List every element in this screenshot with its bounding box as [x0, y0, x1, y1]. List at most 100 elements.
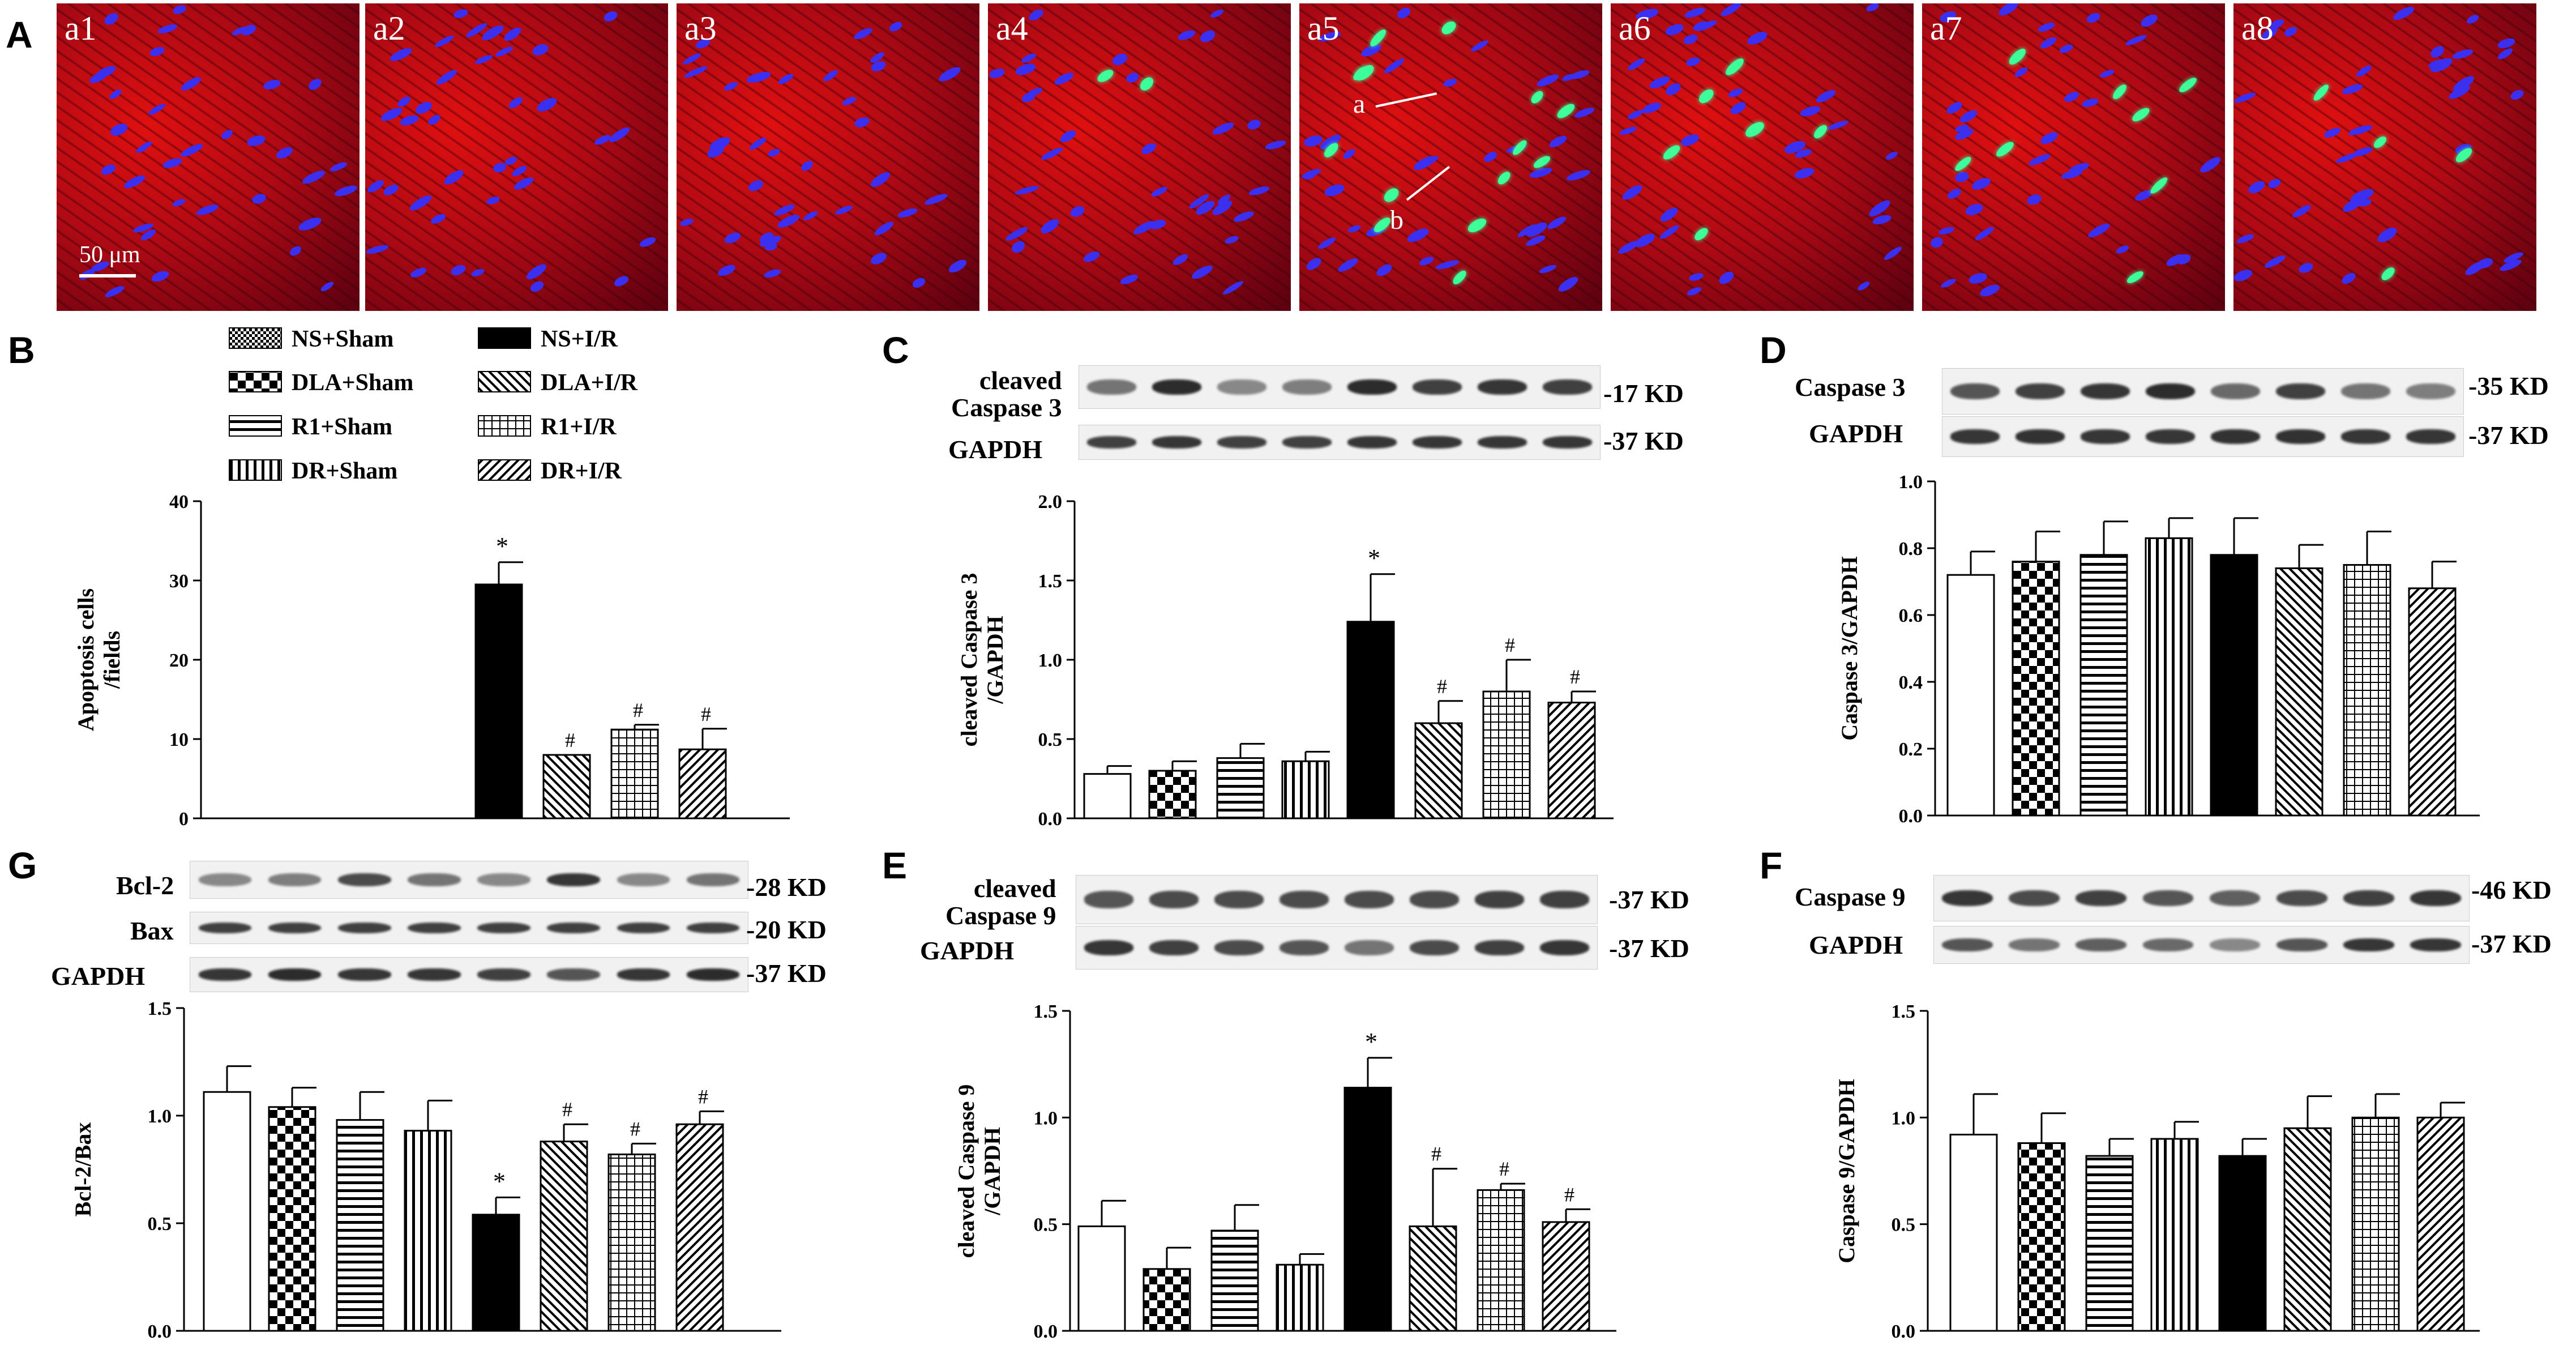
y-tick-label: 1.0 — [1892, 1108, 1916, 1129]
significance-mark: # — [1505, 634, 1515, 656]
blot-band — [1542, 436, 1593, 449]
blot-band — [1474, 891, 1525, 908]
blot-band — [2406, 429, 2456, 444]
blot-band — [2015, 429, 2065, 444]
blot-band — [617, 873, 670, 887]
micrograph-a2: a2 — [365, 3, 668, 311]
blot-band — [2145, 383, 2196, 400]
blot-strip — [1076, 926, 1598, 970]
blot-band — [617, 968, 670, 981]
bar — [1477, 1189, 1525, 1332]
y-tick-label: 1.5 — [1034, 1001, 1058, 1022]
micrograph-a7: a7 — [1922, 3, 2225, 311]
significance-mark: # — [1431, 1143, 1441, 1165]
blot-strip — [1079, 365, 1601, 409]
scale-bar — [79, 274, 136, 277]
panel-label-a: A — [6, 14, 33, 55]
bar — [2012, 561, 2060, 817]
y-axis-label: cleaved Caspase 9/GAPDH — [953, 1084, 1005, 1258]
molecular-weight-label: -37 KD — [1609, 885, 1689, 914]
legend-swatch — [478, 327, 531, 349]
y-tick-label: 0.5 — [1892, 1215, 1916, 1236]
blot-band — [1152, 379, 1202, 395]
blot-band — [2209, 938, 2261, 952]
legend-entry: DLA+Sham — [292, 370, 414, 396]
y-tick-label: 0.4 — [1899, 672, 1923, 693]
micrograph-background — [1611, 3, 1914, 311]
blot-strip — [1933, 926, 2470, 964]
blot-band — [2210, 383, 2261, 400]
micrograph-a6: a6 — [1611, 3, 1914, 311]
bar — [1148, 770, 1197, 819]
legend-swatch — [478, 415, 531, 437]
blot-band — [268, 873, 322, 887]
blot-band — [1347, 436, 1397, 449]
bar — [2210, 554, 2258, 817]
y-tick-label: 10 — [169, 729, 189, 750]
blot-band — [1282, 379, 1332, 395]
micrograph-label: a1 — [65, 10, 97, 47]
bar — [1083, 773, 1132, 819]
significance-mark: * — [1368, 544, 1380, 572]
blot-label: Caspase 3 — [1795, 373, 1906, 402]
panel-label-c: C — [882, 329, 909, 371]
blot-band — [2142, 938, 2194, 952]
significance-mark: # — [633, 699, 643, 721]
blot-label: Bcl-2 — [116, 871, 174, 900]
bar — [607, 1153, 656, 1332]
blot-band — [2276, 938, 2327, 952]
molecular-weight-label: -17 KD — [1603, 379, 1684, 408]
chart-D: 0.0 0.2 0.4 0.6 0.8 1.0 Caspase 3/GAPDH — [1837, 472, 2480, 827]
y-tick-label: 1.5 — [1038, 571, 1063, 592]
micrograph-label: a5 — [1307, 10, 1340, 47]
significance-mark: # — [1570, 665, 1580, 688]
micrograph-a4: a4 — [988, 3, 1291, 311]
micrograph-background — [57, 3, 360, 311]
blot-band — [198, 873, 252, 887]
blot-strip — [1076, 875, 1598, 924]
blot-band — [547, 968, 600, 981]
blot-strip — [190, 861, 748, 899]
blot-band — [1086, 379, 1137, 395]
blot-band — [2276, 890, 2327, 907]
blot-band — [1279, 940, 1329, 955]
blot-band — [2340, 429, 2391, 444]
blot-band — [2015, 383, 2065, 400]
blot-band — [1942, 890, 1993, 907]
y-tick-label: 0.0 — [148, 1321, 172, 1342]
blot-band — [338, 922, 391, 934]
blot-band — [1539, 940, 1590, 955]
bar — [2150, 1138, 2199, 1332]
significance-mark: # — [565, 729, 575, 752]
blot-label: Bax — [130, 916, 174, 945]
chart-B: 0 10 20 30 40 Apoptosis cells/fields * # # # — [73, 492, 790, 830]
bar — [1216, 757, 1265, 819]
blot-band — [2343, 890, 2394, 907]
blot-band — [1539, 891, 1590, 908]
bar — [540, 1141, 588, 1332]
y-tick-label: 0.8 — [1899, 539, 1923, 560]
y-tick-label: 2.0 — [1038, 492, 1063, 513]
chart-C: 0.0 0.5 1.0 1.5 2.0 cleaved Caspase 3/GAPDH * #… — [956, 492, 1614, 830]
blot-band — [2343, 938, 2394, 952]
molecular-weight-label: -37 KD — [2471, 929, 2552, 958]
blot-band — [1477, 379, 1527, 395]
blot-band — [1282, 436, 1332, 449]
legend-swatches — [229, 327, 531, 481]
blot-band — [1084, 940, 1134, 955]
molecular-weight-label: -46 KD — [2471, 876, 2552, 904]
bar — [1414, 722, 1463, 819]
blot-band — [2410, 938, 2461, 952]
molecular-weight-label: -37 KD — [746, 959, 827, 988]
legend-entry: R1+Sham — [292, 414, 392, 440]
bar — [2085, 1155, 2134, 1332]
bar — [1346, 621, 1395, 819]
legend-swatch — [478, 459, 531, 481]
bar — [1077, 1225, 1126, 1332]
molecular-weight-label: -37 KD — [2468, 421, 2549, 450]
bar — [1542, 1221, 1590, 1332]
significance-mark: # — [1437, 675, 1447, 698]
y-tick-label: 0.6 — [1899, 605, 1923, 626]
legend-entry: NS+I/R — [541, 326, 618, 352]
significance-mark: # — [630, 1117, 640, 1140]
